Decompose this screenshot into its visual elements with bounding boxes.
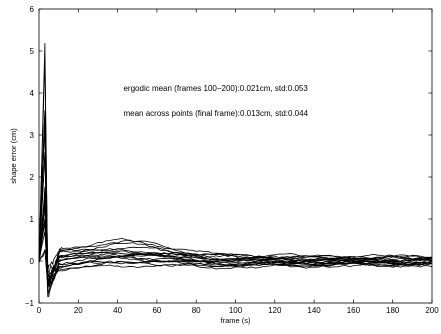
series-line (38, 222, 433, 298)
x-tick-label: 0 (37, 306, 42, 315)
annotation-0: ergodic mean (frames 100−200):0.021cm, s… (123, 84, 308, 93)
series-lines (38, 42, 433, 298)
x-tick-label: 80 (192, 306, 201, 315)
x-tick-label: 180 (386, 306, 400, 315)
y-tick-label: 5 (30, 47, 35, 56)
x-tick-label: 100 (229, 306, 243, 315)
y-tick-label: 4 (30, 89, 35, 98)
x-axis-label: frame (s) (221, 316, 252, 325)
y-tick-label: 1 (30, 215, 35, 224)
y-axis-label: shape error (cm) (9, 128, 18, 184)
y-tick-label: 6 (30, 5, 35, 14)
x-tick-label: 40 (113, 306, 122, 315)
series-line (38, 112, 433, 272)
series-line (38, 59, 433, 287)
x-tick-label: 200 (425, 306, 439, 315)
y-tick-label: −1 (25, 299, 35, 308)
series-line (38, 206, 433, 287)
annotation-1: mean across points (final frame):0.013cm… (123, 109, 308, 118)
series-line (38, 121, 433, 296)
y-tick-label: 0 (30, 257, 35, 266)
x-tick-label: 60 (152, 306, 161, 315)
x-tick-label: 120 (268, 306, 282, 315)
x-tick-label: 20 (74, 306, 83, 315)
annotations: ergodic mean (frames 100−200):0.021cm, s… (123, 84, 308, 118)
y-tick-label: 2 (30, 173, 35, 182)
x-tick-label: 140 (307, 306, 321, 315)
x-tick-label: 160 (347, 306, 361, 315)
series-line (38, 202, 433, 288)
series-line (38, 186, 433, 294)
series-line (38, 42, 433, 289)
series-line (38, 195, 433, 283)
y-tick-label: 3 (30, 131, 35, 140)
